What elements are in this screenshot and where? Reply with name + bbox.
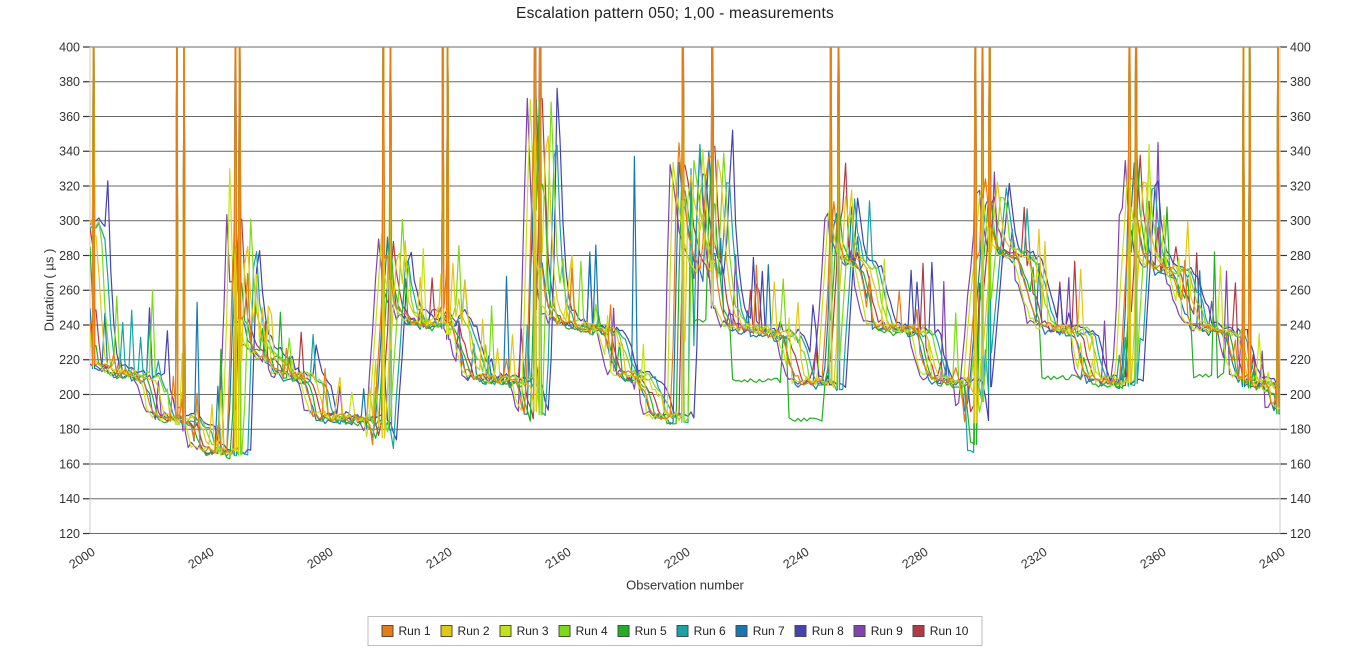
y-tick-label: 160 <box>59 457 80 471</box>
legend-item-run-8[interactable]: Run 8 <box>794 624 844 638</box>
x-tick-label: 2040 <box>186 545 217 572</box>
series-line-run-3 <box>90 47 1280 456</box>
legend-swatch-icon <box>617 625 630 637</box>
legend-label: Run 9 <box>870 624 903 638</box>
legend-label: Run 10 <box>929 624 969 638</box>
legend-swatch-icon <box>853 625 866 637</box>
series-line-run-1 <box>90 47 1280 454</box>
x-tick-label: 2240 <box>781 545 812 572</box>
plot-area: 120 120 140 140 160 160 180 180 200 200 220 220 240 2… <box>59 40 1311 572</box>
y-tick-label-right: 340 <box>1290 145 1311 159</box>
series-line-run-10 <box>90 47 1280 456</box>
legend-label: Run 4 <box>575 624 608 638</box>
x-axis-label: Observation number <box>626 577 744 593</box>
legend-item-run-2[interactable]: Run 2 <box>440 624 490 638</box>
legend-item-run-7[interactable]: Run 7 <box>735 624 785 638</box>
legend-swatch-icon <box>735 625 748 637</box>
x-tick-label: 2360 <box>1138 545 1169 572</box>
legend-item-run-9[interactable]: Run 9 <box>853 624 903 638</box>
legend-item-run-6[interactable]: Run 6 <box>676 624 726 638</box>
legend-item-run-5[interactable]: Run 5 <box>617 624 667 638</box>
legend-label: Run 5 <box>634 624 667 638</box>
y-tick-label-right: 220 <box>1290 353 1311 367</box>
legend-swatch-icon <box>499 625 512 637</box>
chart-title: Escalation pattern 050; 1,00 - measureme… <box>516 5 834 22</box>
series-line-run-7 <box>90 47 1280 455</box>
y-tick-label: 300 <box>59 214 80 228</box>
series-group <box>90 47 1280 460</box>
legend-item-run-10[interactable]: Run 10 <box>912 624 969 638</box>
y-tick-label-right: 380 <box>1290 75 1311 89</box>
y-tick-label-right: 200 <box>1290 388 1311 402</box>
y-tick-label-right: 180 <box>1290 423 1311 437</box>
legend-label: Run 7 <box>752 624 785 638</box>
legend-swatch-icon <box>676 625 689 637</box>
y-tick-label: 380 <box>59 75 80 89</box>
y-tick-label-right: 320 <box>1290 179 1311 193</box>
legend-item-run-1[interactable]: Run 1 <box>381 624 431 638</box>
legend-swatch-icon <box>558 625 571 637</box>
y-tick-label-right: 300 <box>1290 214 1311 228</box>
x-tick-label: 2080 <box>305 545 336 572</box>
y-tick-label: 120 <box>59 527 80 541</box>
legend: Run 1 Run 2 Run 3 Run 4 Run 5 Run 6 Run 7 Run 8… <box>367 616 983 646</box>
x-tick-label: 2000 <box>67 545 98 572</box>
legend-label: Run 3 <box>516 624 549 638</box>
x-tick-label: 2320 <box>1019 545 1050 572</box>
y-tick-label-right: 280 <box>1290 249 1311 263</box>
y-tick-label: 220 <box>59 353 80 367</box>
y-tick-label-right: 400 <box>1290 40 1311 54</box>
legend-label: Run 8 <box>811 624 844 638</box>
y-tick-label: 240 <box>59 318 80 332</box>
y-tick-label: 340 <box>59 145 80 159</box>
y-tick-label-right: 140 <box>1290 492 1311 506</box>
y-tick-label: 180 <box>59 423 80 437</box>
legend-label: Run 2 <box>457 624 490 638</box>
y-tick-label: 320 <box>59 179 80 193</box>
y-tick-label-right: 360 <box>1290 110 1311 124</box>
y-tick-label-right: 120 <box>1290 527 1311 541</box>
y-tick-label: 200 <box>59 388 80 402</box>
legend-swatch-icon <box>381 625 394 637</box>
legend-label: Run 1 <box>398 624 431 638</box>
y-tick-label-right: 260 <box>1290 284 1311 298</box>
x-tick-label: 2200 <box>662 545 693 572</box>
x-tick-label: 2160 <box>543 545 574 572</box>
legend-swatch-icon <box>794 625 807 637</box>
legend-label: Run 6 <box>693 624 726 638</box>
y-tick-label: 280 <box>59 249 80 263</box>
legend-item-run-3[interactable]: Run 3 <box>499 624 549 638</box>
x-tick-label: 2120 <box>424 545 455 572</box>
legend-swatch-icon <box>912 625 925 637</box>
y-tick-label: 400 <box>59 40 80 54</box>
y-tick-label: 140 <box>59 492 80 506</box>
y-tick-label-right: 240 <box>1290 318 1311 332</box>
series-line-run-5 <box>90 47 1280 460</box>
x-tick-label: 2400 <box>1257 545 1288 572</box>
y-tick-label-right: 160 <box>1290 457 1311 471</box>
legend-swatch-icon <box>440 625 453 637</box>
x-tick-label: 2280 <box>900 545 931 572</box>
series-line-run-6 <box>90 47 1280 457</box>
y-tick-label: 360 <box>59 110 80 124</box>
y-tick-label: 260 <box>59 284 80 298</box>
legend-item-run-4[interactable]: Run 4 <box>558 624 608 638</box>
y-axis-label: Duration ( µs ) <box>41 248 57 332</box>
